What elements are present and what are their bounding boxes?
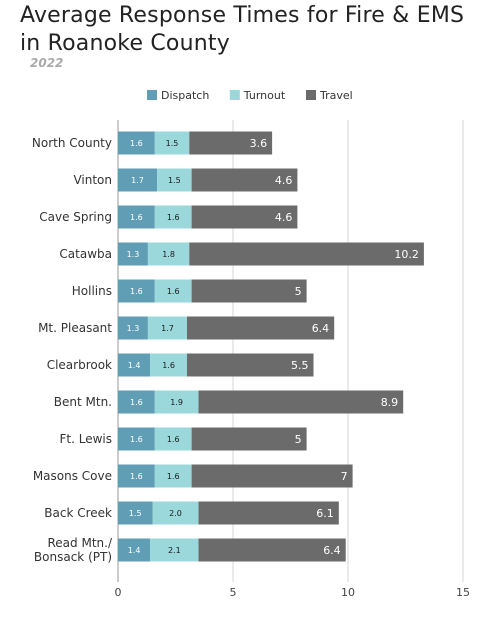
data-label-turnout-ft-lewis: 1.6 (167, 435, 180, 444)
data-label-dispatch-cave-spring: 1.6 (130, 213, 143, 222)
bar-travel-masons-cove (191, 464, 353, 488)
bar-dispatch-clearbrook (118, 353, 151, 377)
data-label-turnout-clearbrook: 1.6 (162, 361, 175, 370)
data-label-travel-hollins: 5 (295, 285, 302, 298)
data-label-dispatch-catawba: 1.3 (127, 250, 140, 259)
data-label-turnout-bent-mtn: 1.9 (170, 398, 183, 407)
chart-title: Average Response Times for Fire & EMS in… (20, 3, 465, 56)
category-label-bent-mtn: Bent Mtn. (54, 395, 112, 409)
legend-swatch-travel (306, 90, 316, 100)
bar-travel-read-mtn-bonsack-pt (198, 538, 346, 562)
data-label-turnout-back-creek: 2.0 (169, 509, 182, 518)
bar-travel-mt-pleasant (187, 316, 335, 340)
bar-dispatch-read-mtn-bonsack-pt (118, 538, 151, 562)
data-label-travel-mt-pleasant: 6.4 (312, 322, 330, 335)
x-tick-label-5: 5 (230, 586, 237, 599)
category-label-clearbrook: Clearbrook (47, 358, 112, 372)
bar-turnout-read-mtn-bonsack-pt (150, 538, 199, 562)
legend-label-dispatch: Dispatch (161, 89, 209, 102)
category-label-mt-pleasant: Mt. Pleasant (38, 321, 112, 335)
data-label-travel-masons-cove: 7 (341, 470, 348, 483)
legend-swatch-dispatch (147, 90, 157, 100)
legend-label-turnout: Turnout (243, 89, 286, 102)
bar-turnout-cave-spring (154, 205, 192, 229)
bar-dispatch-back-creek (118, 501, 153, 525)
x-tick-label-10: 10 (341, 586, 355, 599)
bar-dispatch-catawba (118, 242, 148, 266)
category-label-line: Bonsack (PT) (34, 550, 112, 564)
data-label-turnout-vinton: 1.5 (168, 176, 181, 185)
bar-turnout-catawba (147, 242, 190, 266)
data-label-dispatch-vinton: 1.7 (131, 176, 144, 185)
data-label-dispatch-clearbrook: 1.4 (128, 361, 141, 370)
x-tick-label-15: 15 (456, 586, 470, 599)
data-label-travel-cave-spring: 4.6 (275, 211, 293, 224)
data-label-dispatch-north-county: 1.6 (130, 139, 143, 148)
data-label-travel-catawba: 10.2 (394, 248, 419, 261)
legend-label-travel: Travel (319, 89, 353, 102)
bar-turnout-masons-cove (154, 464, 192, 488)
category-label-cave-spring: Cave Spring (39, 210, 112, 224)
bar-travel-catawba (189, 242, 424, 266)
category-label-read-mtn-bonsack-pt: Read Mtn./Bonsack (PT) (34, 536, 113, 564)
bar-turnout-hollins (154, 279, 192, 303)
data-label-travel-back-creek: 6.1 (316, 507, 334, 520)
data-label-dispatch-read-mtn-bonsack-pt: 1.4 (128, 546, 141, 555)
data-label-dispatch-mt-pleasant: 1.3 (127, 324, 140, 333)
bar-turnout-back-creek (152, 501, 199, 525)
bar-dispatch-vinton (118, 168, 158, 192)
data-label-dispatch-masons-cove: 1.6 (130, 472, 143, 481)
data-label-turnout-mt-pleasant: 1.7 (161, 324, 174, 333)
bar-travel-back-creek (198, 501, 339, 525)
bar-dispatch-bent-mtn (118, 390, 155, 414)
data-label-turnout-cave-spring: 1.6 (167, 213, 180, 222)
bar-dispatch-masons-cove (118, 464, 155, 488)
legend-swatch-turnout (229, 90, 240, 100)
data-label-dispatch-bent-mtn: 1.6 (130, 398, 143, 407)
category-label-north-county: North County (32, 136, 112, 150)
category-label-hollins: Hollins (72, 284, 112, 298)
data-label-travel-north-county: 3.6 (250, 137, 268, 150)
bar-turnout-bent-mtn (154, 390, 199, 414)
data-label-turnout-hollins: 1.6 (167, 287, 180, 296)
category-label-vinton: Vinton (73, 173, 112, 187)
category-label-line: Read Mtn./ (48, 536, 113, 550)
bar-travel-clearbrook (187, 353, 314, 377)
data-label-dispatch-hollins: 1.6 (130, 287, 143, 296)
category-label-masons-cove: Masons Cove (33, 469, 112, 483)
category-label-ft-lewis: Ft. Lewis (60, 432, 113, 446)
bar-dispatch-mt-pleasant (118, 316, 148, 340)
data-label-turnout-catawba: 1.8 (162, 250, 175, 259)
bar-dispatch-cave-spring (118, 205, 155, 229)
bar-turnout-mt-pleasant (147, 316, 187, 340)
data-label-turnout-north-county: 1.5 (166, 139, 179, 148)
bar-travel-hollins (191, 279, 307, 303)
bar-travel-vinton (191, 168, 298, 192)
bar-dispatch-north-county (118, 131, 155, 155)
category-label-back-creek: Back Creek (44, 506, 112, 520)
bar-turnout-clearbrook (150, 353, 187, 377)
category-label-catawba: Catawba (59, 247, 112, 261)
data-label-travel-clearbrook: 5.5 (291, 359, 309, 372)
bar-travel-ft-lewis (191, 427, 307, 451)
bar-dispatch-hollins (118, 279, 155, 303)
bar-travel-north-county (189, 131, 273, 155)
bar-travel-bent-mtn (198, 390, 404, 414)
chart-subtitle: 2022 (30, 56, 64, 70)
data-label-travel-read-mtn-bonsack-pt: 6.4 (323, 544, 341, 557)
data-label-turnout-masons-cove: 1.6 (167, 472, 180, 481)
bar-turnout-north-county (154, 131, 190, 155)
x-tick-label-0: 0 (115, 586, 122, 599)
data-label-dispatch-back-creek: 1.5 (129, 509, 142, 518)
bar-dispatch-ft-lewis (118, 427, 155, 451)
data-label-travel-vinton: 4.6 (275, 174, 293, 187)
data-label-travel-ft-lewis: 5 (295, 433, 302, 446)
data-label-turnout-read-mtn-bonsack-pt: 2.1 (168, 546, 181, 555)
data-label-dispatch-ft-lewis: 1.6 (130, 435, 143, 444)
data-label-travel-bent-mtn: 8.9 (381, 396, 399, 409)
bar-turnout-vinton (157, 168, 192, 192)
bar-turnout-ft-lewis (154, 427, 192, 451)
bar-travel-cave-spring (191, 205, 298, 229)
